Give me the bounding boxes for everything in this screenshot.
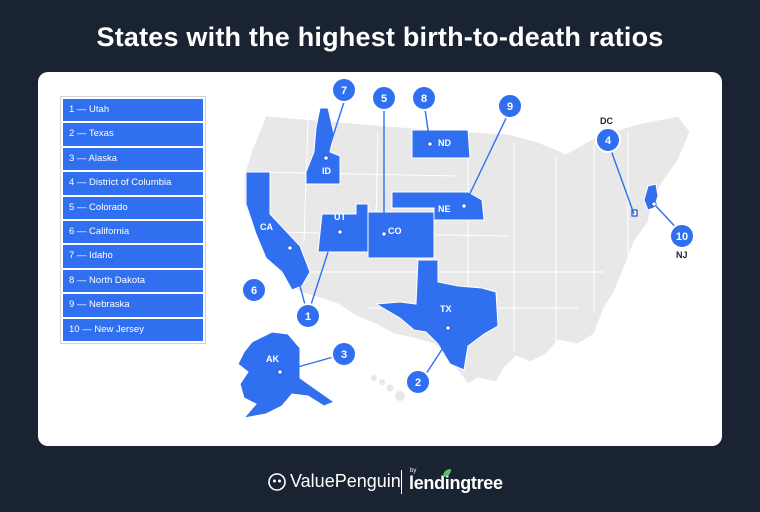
state-label: ND [438, 138, 451, 148]
svg-text:6: 6 [251, 285, 257, 297]
svg-text:3: 3 [341, 349, 347, 361]
us-map: ID UT CO ND NE CA TX AK DC NJ [237, 77, 695, 419]
state-label: ID [322, 166, 332, 176]
state-ak [237, 331, 336, 419]
legend-item: 7 — Idaho [63, 245, 203, 268]
state-label: CA [260, 222, 273, 232]
legend: 1 — Utah 2 — Texas 3 — Alaska 4 — Distri… [60, 96, 206, 344]
state-label: UT [334, 212, 346, 222]
callout-10: 10 [669, 223, 695, 249]
state-label: AK [266, 354, 279, 364]
svg-text:2: 2 [415, 377, 421, 389]
brand-valuepenguin: ValuePenguin [290, 471, 401, 491]
callout-4: 4 [595, 127, 621, 153]
svg-text:5: 5 [381, 93, 387, 105]
svg-text:1: 1 [305, 311, 311, 323]
state-label: NE [438, 204, 451, 214]
state-nd [411, 129, 471, 159]
state-label: DC [600, 116, 613, 126]
svg-text:7: 7 [341, 85, 347, 97]
footer: ValuePenguin by lendingtree [0, 468, 760, 498]
state-tx [374, 259, 499, 371]
page-title: States with the highest birth-to-death r… [96, 22, 664, 52]
callout-8: 8 [411, 85, 437, 111]
by-label: by [410, 468, 417, 474]
callout-6: 6 [241, 277, 267, 303]
state-label: CO [388, 226, 402, 236]
svg-text:4: 4 [605, 135, 612, 147]
svg-text:9: 9 [507, 101, 513, 113]
legend-item: 6 — California [63, 220, 203, 244]
map-card: 1 — Utah 2 — Texas 3 — Alaska 4 — Distri… [38, 72, 722, 446]
callout-9: 9 [497, 93, 523, 119]
legend-item: 2 — Texas [63, 123, 203, 146]
callout-2: 2 [405, 369, 431, 395]
penguin-icon [268, 473, 286, 491]
legend-item: 10 — New Jersey [63, 318, 203, 341]
hawaii [371, 375, 405, 401]
callout-1: 1 [295, 303, 321, 329]
state-label: NJ [676, 250, 688, 260]
svg-text:10: 10 [676, 231, 688, 243]
brand-lendingtree: lendingtree [409, 473, 503, 493]
legend-item: 8 — North Dakota [63, 269, 203, 293]
legend-item: 5 — Colorado [63, 196, 203, 219]
state-id [305, 107, 341, 185]
state-dc [631, 209, 638, 217]
state-label: TX [440, 304, 452, 314]
legend-item: 4 — District of Columbia [63, 172, 203, 195]
svg-text:8: 8 [421, 93, 427, 105]
divider [401, 470, 402, 494]
callouts: 7 5 8 9 4 10 6 1 3 2 [241, 77, 695, 395]
callout-3: 3 [331, 341, 357, 367]
callout-5: 5 [371, 85, 397, 111]
legend-item: 3 — Alaska [63, 147, 203, 171]
state-dots [277, 141, 657, 375]
us-mainland-outline [243, 115, 691, 385]
legend-item: 1 — Utah [63, 99, 203, 122]
state-ut [317, 203, 369, 253]
leaf-icon [443, 469, 451, 477]
legend-item: 9 — Nebraska [63, 294, 203, 317]
callout-7: 7 [331, 77, 357, 103]
